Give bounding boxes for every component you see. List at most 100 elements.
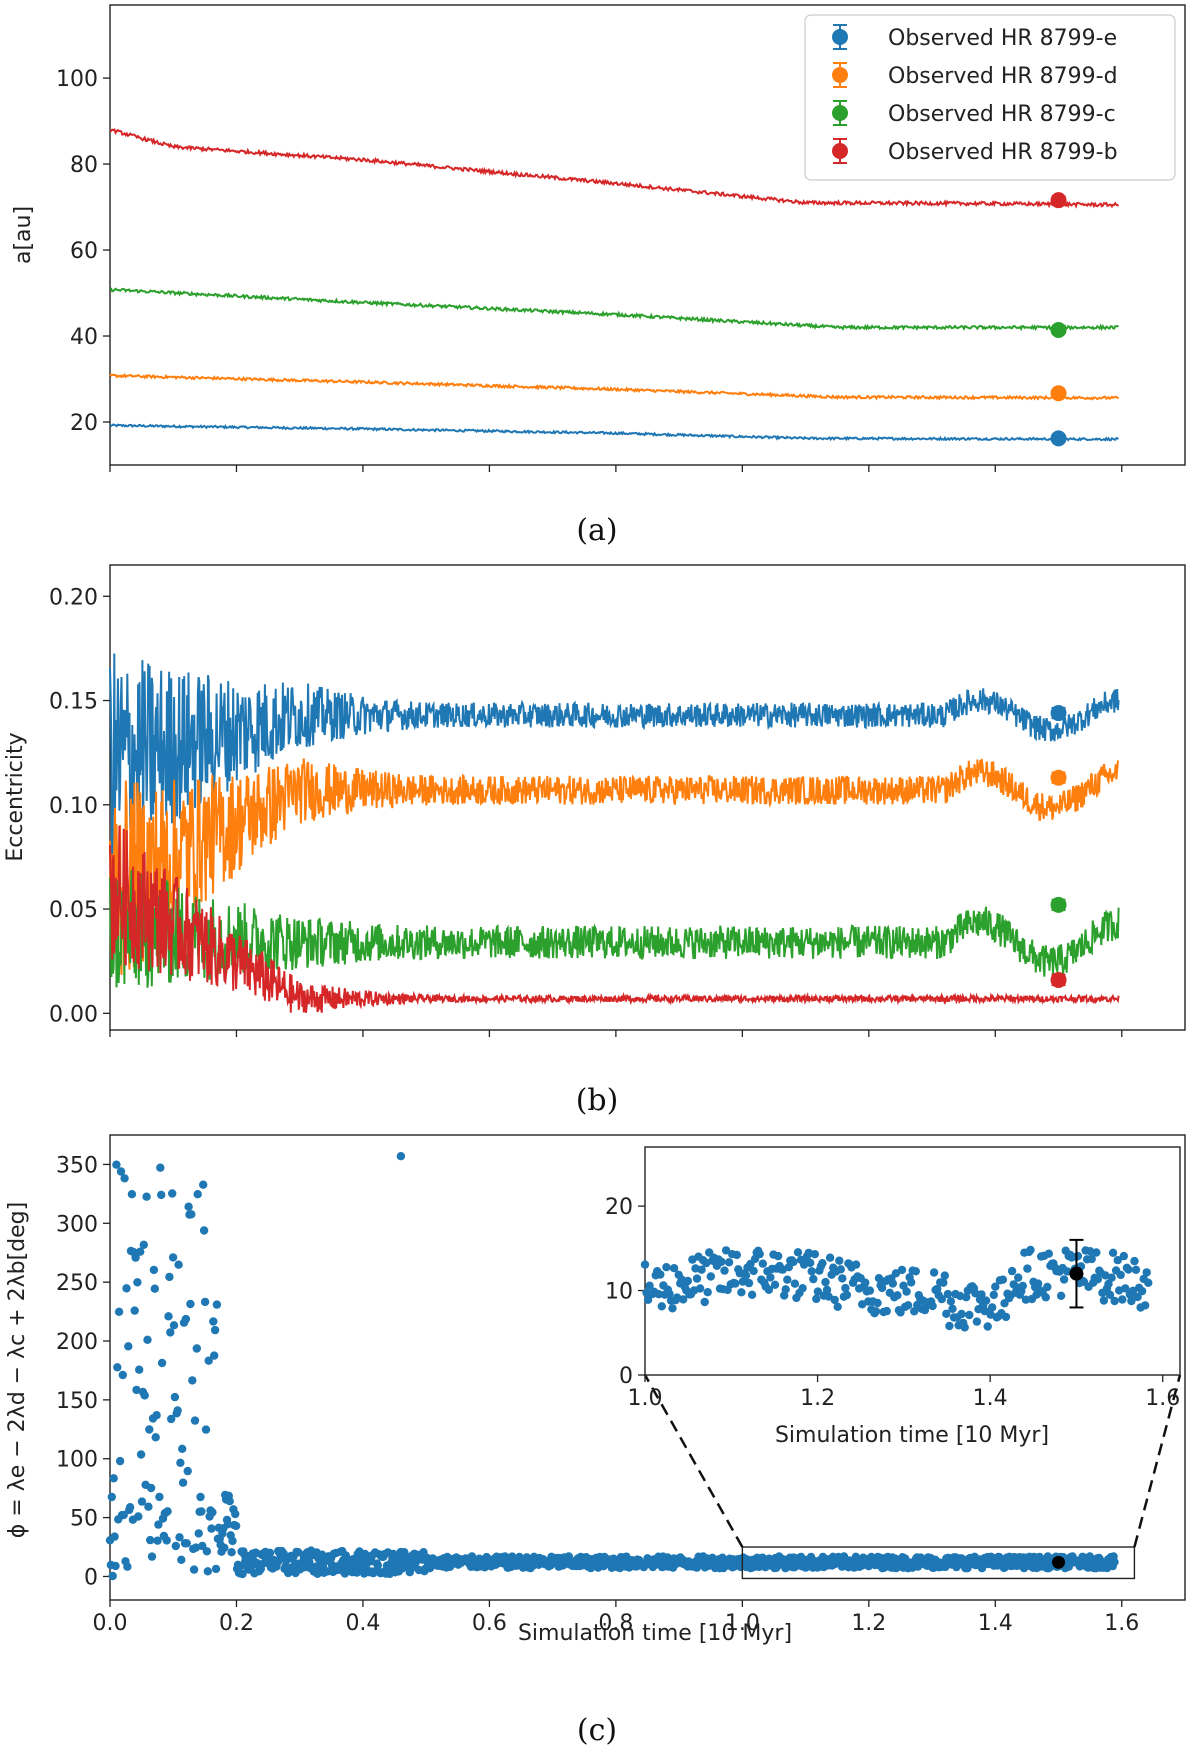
inset-scatter-point [783,1275,792,1284]
inset-scatter-point [877,1283,887,1293]
inset-scatter-points [640,1245,1153,1332]
scatter-point [122,1284,131,1293]
inset-scatter-point [962,1293,971,1302]
inset-scatter-point [1119,1251,1129,1261]
scatter-point [199,1180,208,1189]
inset-ytick-label: 10 [605,1280,633,1305]
c-xtick-label: 0.8 [598,1611,633,1636]
inset-scatter-point [812,1294,821,1304]
c-xtick-label: 1.2 [851,1611,886,1636]
caption-b: (b) [576,1083,619,1118]
inset-observed-point [1069,1238,1084,1309]
inset-scatter-point [766,1273,775,1282]
a-ytick-label: 20 [70,411,98,436]
inset-scatter-point [1044,1249,1054,1258]
inset-xlabel: Simulation time [10 Myr] [775,1423,1049,1448]
inset-scatter-point [1021,1295,1031,1304]
panel-b-series [109,653,1120,1013]
inset-scatter-point [1131,1265,1141,1275]
inset-scatter-point [1001,1312,1011,1322]
inset-scatter-point [833,1302,842,1312]
inset-scatter-point [972,1317,982,1326]
panel-b-frame [109,564,1186,1031]
inset-scatter-point [851,1260,861,1269]
scatter-point [231,1521,241,1531]
scatter-point [133,1278,142,1287]
scatter-point [169,1321,179,1330]
inset-scatter-point [1092,1248,1101,1257]
inset-xtick-label: 1.0 [628,1386,663,1411]
inset-scatter-point [744,1278,754,1288]
scatter-point [146,1535,155,1545]
scatter-point [156,1163,165,1172]
inset-scatter-point [1142,1268,1151,1277]
inset-scatter-point [697,1265,706,1274]
inset-scatter-point [838,1274,847,1283]
inset-scatter-point [810,1250,819,1259]
inset-scatter-point [1018,1281,1027,1291]
scatter-point [153,1536,162,1545]
scatter-point [193,1190,202,1199]
scatter-point [136,1247,145,1256]
inset-scatter-point [668,1304,677,1313]
scatter-point [147,1552,157,1561]
b-ytick-label: 0.05 [49,898,98,923]
inset-scatter-point [724,1258,734,1267]
inset-scatter-point [809,1274,818,1284]
inset-scatter-point [1056,1291,1066,1301]
scatter-point [175,1533,184,1542]
scatter-point [165,1272,174,1282]
inset-scatter-point [669,1264,679,1273]
inset-scatter-point [732,1250,741,1260]
scatter-point [155,1492,164,1502]
scatter-point [163,1507,172,1516]
inset-scatter-point [998,1275,1008,1284]
scatter-point [109,1474,118,1483]
panel-a-series [109,128,1120,442]
scatter-point [174,1260,183,1269]
c-ytick-label: 50 [70,1507,98,1532]
inset-scatter-point [991,1282,1000,1291]
inset-scatter-point [1041,1293,1051,1302]
c-xtick-label: 1.6 [1104,1611,1139,1636]
series-hr-8799-c [109,287,1119,332]
inset-scatter-point [1137,1286,1147,1296]
legend-entry-label: Observed HR 8799-e [888,26,1117,51]
b-ytick-label: 0.20 [49,585,98,610]
scatter-point [113,1363,122,1372]
inset-background [645,1147,1180,1372]
scatter-point [231,1509,240,1519]
scatter-point [131,1253,140,1262]
scatter-point [187,1210,196,1219]
scatter-point [137,1497,147,1506]
scatter-point [176,1458,185,1468]
inset-scatter-point [662,1263,671,1272]
inset-scatter-point [882,1306,891,1316]
a-ytick-label: 80 [70,153,98,178]
scatter-point [279,1549,288,1558]
inset-scatter-point [755,1249,764,1259]
inset-scatter-point [937,1294,946,1304]
a-observed-marker [1050,385,1067,402]
inset-x-ticks: 1.0 1.2 1.4 1.6 [628,1375,1180,1411]
inset-scatter-point [1105,1290,1115,1300]
inset-scatter-point [654,1290,663,1299]
inset-scatter-point [789,1257,798,1267]
b-observed-marker [1050,705,1067,722]
panel-c-frame [109,1134,1186,1601]
a-ytick-label: 40 [70,325,98,350]
panel-c-observed-point [1052,1555,1066,1569]
inset-scatter-point [1087,1254,1096,1264]
scatter-point [238,1569,247,1579]
scatter-point [114,1307,124,1317]
scatter-point [157,1190,166,1200]
inset-scatter-point [721,1246,731,1255]
panel-b-observed-points [1050,705,1067,988]
inset-scatter-point [929,1268,939,1277]
panel-a-observed-points [1050,192,1067,447]
scatter-point [1110,1557,1119,1567]
scatter-point [211,1564,221,1574]
scatter-point [178,1444,187,1454]
inset-scatter-point [888,1279,897,1288]
